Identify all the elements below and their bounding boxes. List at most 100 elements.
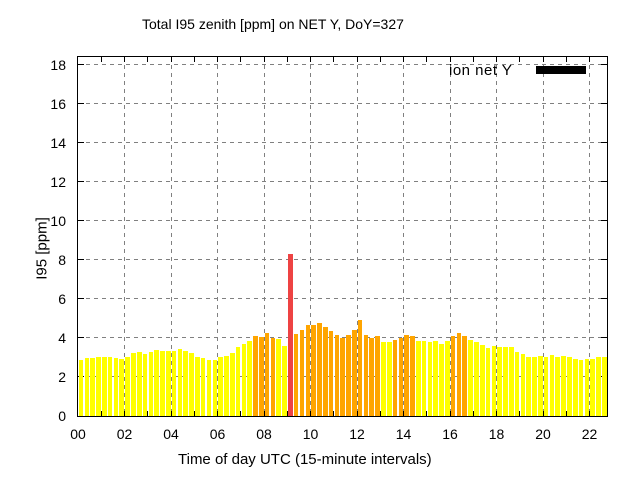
interval-bar	[410, 336, 415, 416]
y-tick-right	[601, 142, 607, 144]
x-tick-top	[426, 57, 428, 62]
interval-bar	[555, 357, 561, 416]
interval-bar	[404, 335, 409, 416]
y-tick-left	[78, 103, 84, 105]
interval-bar	[113, 358, 119, 416]
x-tick-bottom	[217, 411, 219, 416]
x-tick-top	[263, 57, 265, 62]
interval-bar	[520, 353, 526, 416]
x-tick-bottom	[449, 411, 451, 416]
x-tick-top	[124, 57, 125, 62]
interval-bar	[200, 358, 206, 416]
interval-bar	[322, 327, 328, 416]
interval-bar	[160, 350, 165, 416]
interval-bar	[235, 346, 241, 416]
interval-bar	[375, 336, 380, 416]
x-tick-top	[449, 57, 451, 62]
interval-bar	[131, 352, 136, 416]
interval-bar	[293, 334, 299, 416]
interval-bar	[218, 357, 223, 416]
y-tick-right	[601, 259, 607, 261]
x-tick-label: 18	[488, 426, 505, 442]
x-tick-top	[147, 57, 149, 62]
interval-bar	[491, 345, 497, 416]
interval-bar	[183, 350, 189, 416]
x-tick-top	[193, 57, 195, 62]
x-tick-top	[100, 57, 102, 62]
x-tick-bottom	[519, 411, 521, 416]
interval-bar	[601, 356, 607, 416]
x-axis-label: Time of day UTC (15-minute intervals)	[178, 451, 432, 468]
v-gridline	[496, 57, 498, 416]
x-tick-label: 20	[535, 426, 551, 442]
x-tick-bottom	[379, 411, 381, 416]
interval-bar	[503, 346, 508, 416]
x-tick-label: 22	[581, 426, 598, 442]
interval-bar	[590, 359, 595, 416]
interval-bar	[288, 254, 293, 416]
x-tick-label: 16	[442, 426, 458, 442]
interval-bar	[392, 339, 398, 416]
x-tick-label: 12	[349, 426, 365, 442]
y-tick-label: 6	[58, 290, 66, 307]
interval-bar	[299, 330, 305, 416]
x-tick-top	[472, 57, 474, 62]
interval-bar	[171, 350, 177, 416]
interval-bar	[363, 335, 369, 416]
interval-bar	[474, 341, 479, 416]
interval-bar	[398, 337, 404, 416]
x-tick-label: 10	[302, 426, 319, 442]
interval-bar	[526, 356, 532, 416]
interval-bar	[456, 333, 462, 416]
interval-bar	[439, 343, 444, 416]
x-tick-top	[333, 57, 335, 62]
interval-bar	[142, 353, 148, 416]
x-tick-top	[310, 57, 312, 62]
y-tick-label: 10	[50, 212, 66, 229]
y-tick-label: 2	[58, 368, 66, 385]
x-tick-bottom	[193, 411, 195, 416]
x-tick-bottom	[426, 411, 428, 416]
interval-bar	[596, 357, 601, 416]
y-tick-label: 18	[50, 56, 66, 73]
x-tick-label: 04	[163, 426, 179, 442]
interval-bar	[154, 349, 159, 416]
interval-bar	[578, 360, 584, 416]
x-tick-top	[403, 57, 405, 62]
interval-bar	[317, 323, 322, 416]
x-tick-label: 00	[70, 426, 86, 442]
x-tick-top	[240, 57, 242, 62]
interval-bar	[247, 340, 252, 416]
v-gridline	[542, 57, 544, 416]
interval-bar	[415, 340, 421, 416]
interval-bar	[538, 355, 543, 416]
interval-bar	[433, 340, 438, 416]
y-tick-right	[601, 103, 607, 105]
x-tick-bottom	[333, 411, 335, 416]
interval-bar	[148, 351, 154, 416]
y-tick-right	[601, 64, 607, 66]
interval-bar	[462, 336, 468, 416]
interval-bar	[229, 352, 235, 416]
interval-bar	[102, 357, 107, 416]
interval-bar	[543, 356, 549, 416]
h-gridline	[78, 220, 607, 222]
h-gridline	[78, 64, 607, 66]
y-tick-label: 8	[58, 251, 66, 268]
v-gridline	[263, 57, 265, 416]
interval-bar	[346, 335, 351, 416]
x-tick-top	[379, 57, 381, 62]
v-gridline	[403, 57, 405, 416]
x-tick-top	[565, 57, 567, 62]
h-gridline	[78, 337, 607, 339]
x-tick-top	[542, 57, 544, 62]
y-tick-left	[78, 220, 84, 222]
x-tick-bottom	[240, 411, 242, 416]
interval-bar	[514, 351, 520, 416]
x-tick-bottom	[356, 411, 358, 416]
interval-bar	[84, 358, 90, 416]
interval-bar	[305, 325, 311, 416]
h-gridline	[78, 298, 607, 300]
interval-bar	[584, 359, 590, 416]
